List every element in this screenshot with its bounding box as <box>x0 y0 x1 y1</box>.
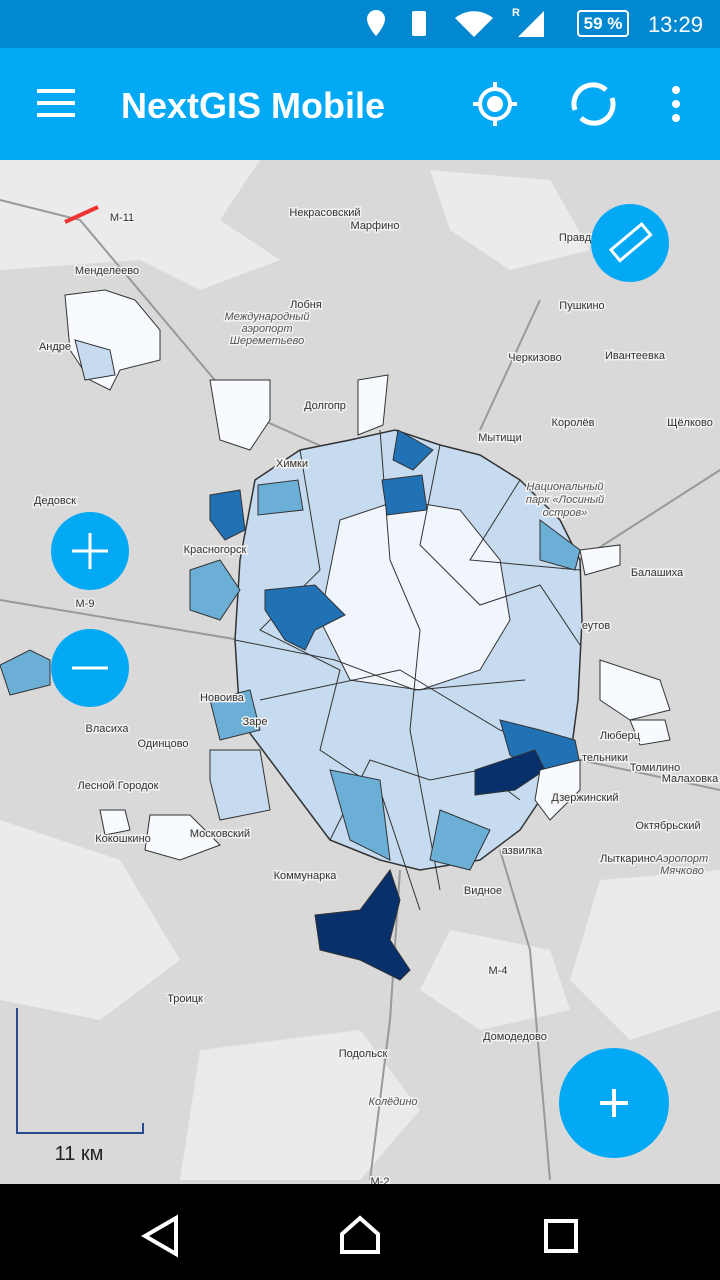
map-label: Троицк <box>167 993 203 1005</box>
scale-bar <box>16 1008 144 1134</box>
overflow-button[interactable] <box>672 86 680 122</box>
map-label: Аэропорт <box>655 853 708 865</box>
map-label: М-11 <box>110 212 134 224</box>
battery-level: 59 % <box>584 14 623 33</box>
map-label: Малаховка <box>662 773 719 785</box>
map-label: Одинцово <box>137 738 188 750</box>
map-label: Лесной Городок <box>78 780 159 792</box>
map-label: Национальный <box>527 481 604 493</box>
add-button[interactable] <box>559 1048 669 1158</box>
recents-button[interactable] <box>544 1219 578 1253</box>
map-label: Химки <box>276 458 308 470</box>
map-label: Ивантеевка <box>605 350 666 362</box>
map-label: Домодедово <box>483 1031 547 1043</box>
map-label: Андре <box>39 341 71 353</box>
map-label: Щёлково <box>667 417 713 429</box>
scale-label: 11 км <box>55 1143 104 1165</box>
map-label: Подольск <box>339 1048 388 1060</box>
map-label: Колёдино <box>368 1096 417 1108</box>
wifi-icon <box>455 11 493 37</box>
map-label: Менделеево <box>75 265 139 277</box>
toolbar <box>0 48 720 160</box>
zoom-in-button[interactable] <box>51 512 129 590</box>
status-icons <box>367 10 629 37</box>
map-label: М-9 <box>76 598 95 610</box>
map-label: Некрасовский <box>289 207 360 219</box>
map-label: Мячково <box>660 865 704 877</box>
map-label: Заре <box>243 716 268 728</box>
map-label: Международный <box>225 311 310 323</box>
nav-bar <box>0 1184 720 1280</box>
back-button[interactable] <box>141 1214 178 1258</box>
map-label: Новоива <box>200 692 245 704</box>
map-label: Власиха <box>85 723 129 735</box>
map-label: азвилка <box>502 845 543 857</box>
signal-icon <box>518 11 544 37</box>
status-bar <box>0 0 720 48</box>
map-label: Пушкино <box>559 300 604 312</box>
map-label: Коммунарка <box>274 870 338 882</box>
map-label: Шереметьево <box>230 335 305 347</box>
map-label: парк «Лосиный <box>526 494 604 506</box>
map-label: Черкизово <box>508 352 561 364</box>
map-label: остров» <box>543 507 588 519</box>
menu-button[interactable] <box>37 89 75 117</box>
map-label: Московский <box>190 828 250 840</box>
map-label: Мытищи <box>478 432 521 444</box>
map-label: Лыткарино <box>600 853 656 865</box>
map-label: Красногорск <box>184 544 247 556</box>
map-label: еутов <box>582 620 611 632</box>
map-label: Дзержинский <box>551 792 618 804</box>
map-label: Марфино <box>351 220 400 232</box>
map-label: Томилино <box>630 762 680 774</box>
map-label: аэропорт <box>241 323 292 335</box>
home-button[interactable] <box>340 1215 380 1254</box>
clock: 13:29 <box>648 12 703 37</box>
location-icon <box>367 10 385 36</box>
map-label: Долгопр <box>304 400 346 412</box>
map-label: Видное <box>464 885 502 897</box>
map-label: М-4 <box>489 965 508 977</box>
sync-button[interactable] <box>571 82 616 126</box>
app-title: NextGIS Mobile <box>121 85 385 126</box>
zoom-out-button[interactable] <box>51 629 129 707</box>
locate-button[interactable] <box>473 82 517 126</box>
battery-icon <box>577 10 629 37</box>
roaming: R <box>512 7 520 19</box>
map-label: Люберц <box>600 730 641 742</box>
map-label: Октябрьский <box>635 820 700 832</box>
map-label: Правд <box>559 232 592 244</box>
map-label: Королёв <box>552 417 595 429</box>
ruler-button[interactable] <box>591 204 669 282</box>
map-label: Дедовск <box>34 495 76 507</box>
vibrate-icon <box>412 11 426 36</box>
map-label: Балашиха <box>631 567 684 579</box>
map-label: тельники <box>582 752 628 764</box>
map-label: Кокошкино <box>95 833 151 845</box>
map-label: Лобня <box>290 299 322 311</box>
